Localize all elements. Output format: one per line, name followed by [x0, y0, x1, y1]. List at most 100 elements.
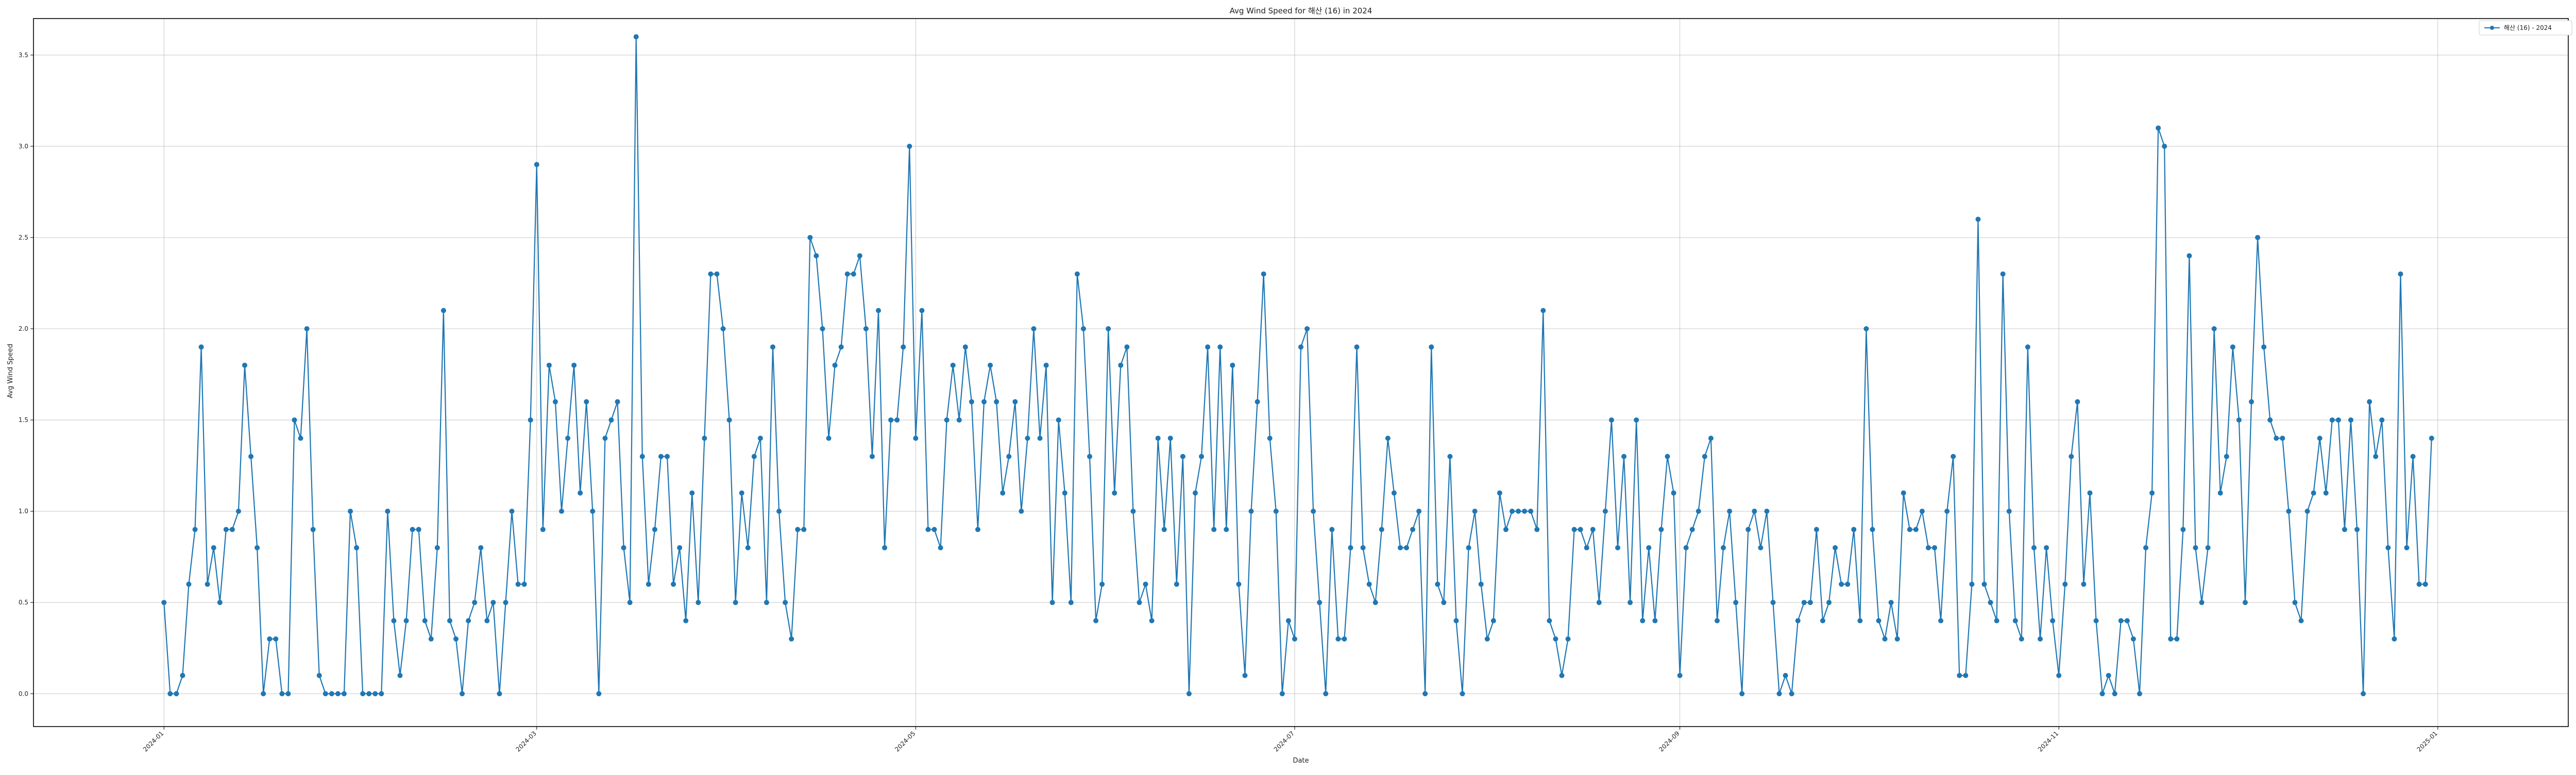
data-point: [1944, 509, 1950, 514]
data-point: [1329, 527, 1335, 532]
data-point: [528, 417, 533, 423]
data-point: [1155, 435, 1161, 441]
data-point: [1503, 527, 1509, 532]
data-point: [559, 509, 564, 514]
data-point: [969, 399, 974, 405]
data-point: [521, 581, 527, 587]
data-point: [801, 527, 807, 532]
data-point: [1323, 691, 1329, 697]
data-point: [1497, 490, 1502, 496]
legend: 해산 (16) - 2024: [2479, 20, 2572, 36]
data-point: [1397, 545, 1403, 550]
data-point: [789, 636, 794, 642]
x-axis-label: Date: [1293, 757, 1309, 765]
data-point: [1870, 527, 1875, 532]
data-point: [509, 509, 515, 514]
legend-label: 해산 (16) - 2024: [2504, 24, 2552, 31]
data-point: [1037, 435, 1043, 441]
data-point: [1783, 672, 1788, 678]
data-point: [1422, 691, 1428, 697]
data-point: [267, 636, 273, 642]
data-point: [962, 344, 968, 350]
data-point: [2211, 326, 2217, 332]
data-point: [2416, 581, 2422, 587]
data-point: [2156, 125, 2161, 131]
data-point: [1006, 453, 1012, 459]
plot-frame: [33, 18, 2569, 727]
data-point: [639, 453, 645, 459]
data-point: [2137, 691, 2142, 697]
y-tick-label: 0.5: [19, 599, 28, 606]
data-point: [1795, 618, 1801, 624]
data-point: [1913, 527, 1919, 532]
data-point: [1702, 453, 1707, 459]
data-point: [2000, 271, 2006, 277]
data-point: [2280, 435, 2285, 441]
data-point: [1385, 435, 1391, 441]
data-point: [1608, 417, 1614, 423]
data-point: [1646, 545, 1652, 550]
data-point: [956, 417, 962, 423]
data-point: [2056, 672, 2062, 678]
data-point: [1807, 600, 1813, 605]
data-point: [304, 326, 310, 332]
data-point: [1199, 453, 1205, 459]
data-point: [2162, 143, 2167, 149]
data-point: [229, 527, 235, 532]
data-point: [1745, 527, 1751, 532]
y-tick-label: 0.0: [19, 690, 28, 697]
data-point: [2044, 545, 2049, 550]
data-point: [739, 490, 744, 496]
data-point: [515, 581, 521, 587]
data-point: [453, 636, 459, 642]
data-point: [2335, 417, 2341, 423]
data-point: [633, 34, 639, 40]
data-point: [1721, 545, 1726, 550]
y-tick-label: 1.0: [19, 508, 28, 515]
data-point: [428, 636, 434, 642]
data-point: [1490, 618, 1496, 624]
chart-title: Avg Wind Speed for 해산 (16) in 2024: [1230, 6, 1372, 15]
data-point: [1851, 527, 1857, 532]
data-point: [552, 399, 558, 405]
data-point: [1988, 600, 1993, 605]
data-point: [2274, 435, 2279, 441]
data-point: [2385, 545, 2391, 550]
data-point: [1901, 490, 1906, 496]
data-point: [366, 691, 372, 697]
data-point: [540, 527, 546, 532]
data-point: [832, 362, 838, 368]
data-point: [1056, 417, 1061, 423]
data-point: [1565, 636, 1571, 642]
data-point: [1099, 581, 1105, 587]
data-point: [1348, 545, 1353, 550]
data-point: [1547, 618, 1552, 624]
data-point: [2069, 453, 2074, 459]
data-point: [1292, 636, 1297, 642]
data-point: [2429, 435, 2434, 441]
data-point: [1683, 545, 1689, 550]
data-point: [1112, 490, 1117, 496]
data-point: [696, 600, 701, 605]
data-point: [1522, 509, 1528, 514]
data-point: [534, 162, 539, 167]
data-point: [360, 691, 366, 697]
data-point: [1118, 362, 1124, 368]
data-point: [2174, 636, 2180, 642]
y-tick-label: 1.5: [19, 416, 28, 424]
data-point: [1752, 509, 1757, 514]
data-point: [2106, 672, 2111, 678]
data-point: [571, 362, 577, 368]
data-point: [2261, 344, 2267, 350]
data-point: [1273, 509, 1279, 514]
data-point: [1068, 600, 1074, 605]
data-point: [1857, 618, 1863, 624]
data-point: [1087, 453, 1092, 459]
data-point: [310, 527, 316, 532]
data-point: [1472, 509, 1478, 514]
data-point: [751, 453, 757, 459]
data-point: [1516, 509, 1521, 514]
data-point: [938, 545, 943, 550]
data-point: [2224, 453, 2229, 459]
data-point: [198, 344, 204, 350]
